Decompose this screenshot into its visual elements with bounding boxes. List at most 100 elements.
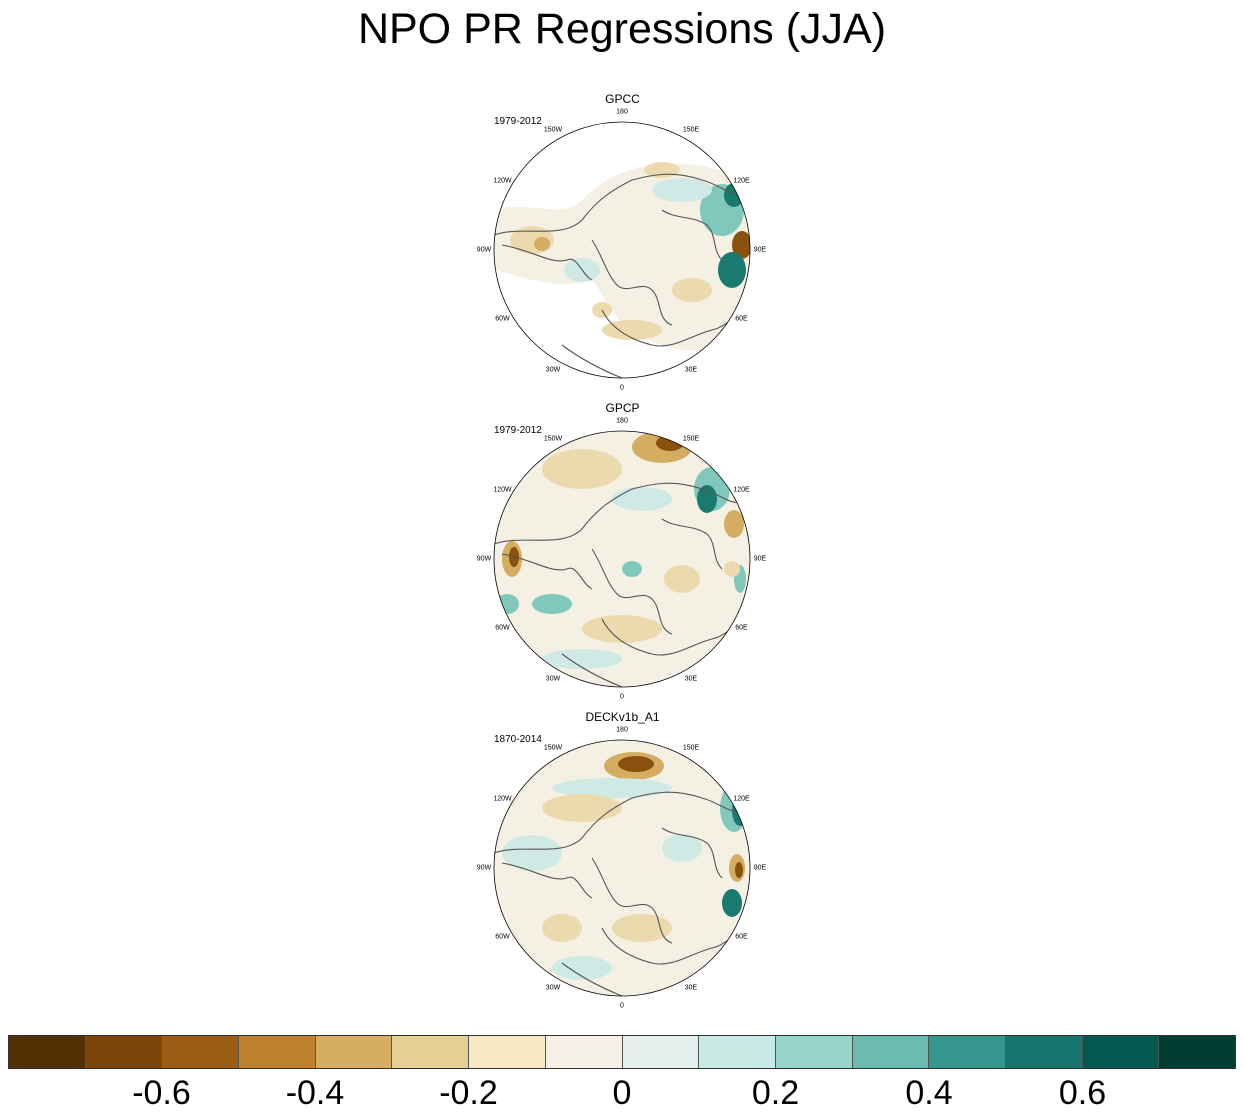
anomaly-patch [542,649,622,669]
coastline [661,518,723,570]
panel-period: 1979-2012 [494,116,542,127]
colorbar-tick-label: 0.2 [751,1074,800,1112]
land-mask [494,163,750,351]
colorbar-cell [929,1036,1006,1068]
anomaly-patch [724,510,744,538]
polar-map [493,121,751,379]
anomaly-patch [552,956,612,980]
colorbar-cell [622,1036,700,1068]
colorbar-tick-label: 0.6 [1058,1074,1107,1112]
coastline [591,548,673,635]
longitude-label: 120W [493,795,512,803]
longitude-label: 0 [620,693,624,701]
colorbar-cell [699,1036,776,1068]
anomaly-patch [622,561,642,577]
longitude-label: 30W [545,984,561,991]
panel-period: 1979-2012 [494,425,542,436]
anomaly-patch [534,237,550,251]
colorbar-cell [239,1036,316,1068]
coastline [601,309,743,347]
longitude-label: 90E [753,864,767,872]
longitude-label: 90W [476,246,492,254]
longitude-label: 150E [682,126,700,134]
anomaly-patch [572,529,632,569]
anomaly-patch [664,565,700,593]
coastline [494,173,748,236]
longitude-label: 180 [616,108,628,116]
longitude-label: 30E [684,984,698,991]
coastline [561,962,623,996]
longitude-label: 150W [543,126,563,134]
anomaly-patch [697,485,717,513]
longitude-label: 60W [495,624,510,632]
longitude-label: 120E [733,795,750,803]
panel-period: 1870-2014 [494,734,542,745]
anomaly-patch [532,594,572,614]
map-boundary [493,739,751,997]
anomaly-patch [672,278,712,302]
colorbar-cell [775,1036,853,1068]
figure-title: NPO PR Regressions (JJA) [357,5,887,53]
colorbar-cell [315,1036,393,1068]
panel-title: DECKv1b_A1 [585,710,660,724]
anomaly-patch [722,889,742,917]
colorbar-cell [85,1036,163,1068]
colorbar-cell [162,1036,240,1068]
longitude-label: 180 [616,726,628,734]
anomaly-patch [552,778,672,798]
anomaly-patch [718,252,746,288]
coastline [601,618,743,656]
longitude-label: 150W [543,744,563,752]
longitude-label: 150E [682,744,700,752]
longitude-label: 150W [543,435,563,443]
colorbar-cell [9,1036,86,1068]
longitude-label: 90W [476,864,492,872]
anomaly-patch [502,835,562,871]
anomaly-patch [644,162,680,178]
coastline [501,862,593,899]
anomaly-patch [582,615,662,643]
longitude-label: 120W [493,177,512,185]
longitude-label: 30E [684,366,698,373]
anomaly-patch [542,914,582,942]
longitude-label: 120W [493,486,512,494]
longitude-label: 90W [476,555,492,563]
longitude-label: 150E [682,435,700,443]
colorbar-cell [545,1036,623,1068]
coastline [561,344,623,378]
colorbar-cell [1082,1036,1160,1068]
longitude-label: 60W [495,315,510,323]
panel-title: GPCC [605,92,640,106]
coastline [591,857,673,944]
longitude-label: 120E [733,177,750,185]
anomaly-patch [542,794,622,822]
anomaly-patch [656,435,684,451]
longitude-label: 30E [684,675,698,682]
coastline [501,553,593,590]
panel-gpcc: GPCC 1979-2012 180 150E 120E 90E 60E 30E 0 30W 6… [470,92,775,399]
anomaly-patch [542,449,622,489]
colorbar-cell [392,1036,470,1068]
coastline [501,244,593,281]
coastline [591,239,673,326]
longitude-label: 0 [620,384,624,392]
colorbar-tick-label: 0.4 [905,1074,953,1112]
longitude-label: 90E [753,555,767,563]
longitude-label: 60W [495,933,510,941]
colorbar-cell [1005,1036,1083,1068]
map-boundary [493,121,751,379]
map-boundary [493,430,751,688]
colorbar-cell [469,1036,546,1068]
panel-title: GPCP [605,401,640,415]
polar-map [493,739,751,997]
longitude-label: 30W [545,366,561,373]
anomaly-patch [618,756,654,772]
coastline [661,209,723,261]
longitude-label: 0 [620,1002,624,1010]
colorbar-tick-label: 0 [612,1074,632,1112]
anomaly-patch [612,914,672,942]
longitude-label: 30W [545,675,561,682]
anomaly-patch [652,178,712,202]
anomaly-patch [662,834,702,862]
colorbar-tick-label: -0.6 [132,1074,191,1112]
